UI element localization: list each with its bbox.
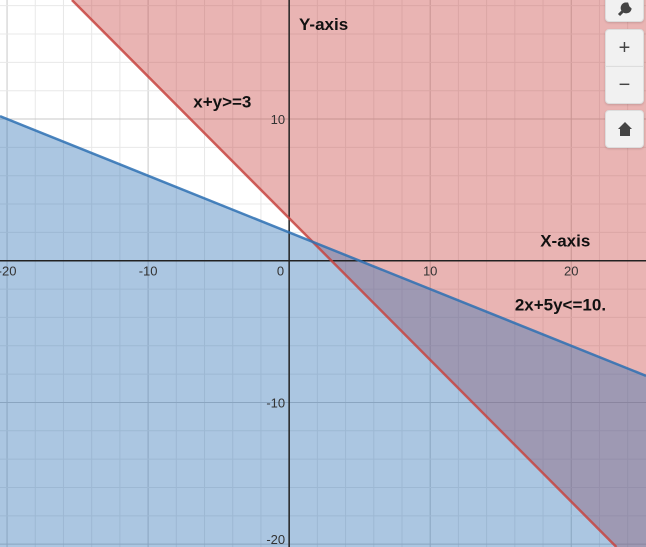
boundary-line-1 [0, 115, 646, 377]
home-button[interactable] [605, 110, 644, 148]
x-tick-label: 10 [423, 264, 437, 279]
x-tick-label: 20 [564, 264, 578, 279]
plus-icon: + [618, 37, 631, 59]
x-tick-label: -10 [139, 264, 158, 279]
region-1 [0, 116, 646, 547]
zoom-out-button[interactable]: − [605, 66, 644, 104]
annotation-label: x+y>=3 [193, 93, 251, 112]
boundary-line-0 [71, 0, 618, 547]
annotation-label: X-axis [540, 232, 590, 251]
settings-button[interactable] [605, 0, 644, 22]
x-tick-label: 0 [277, 264, 284, 279]
annotation-label: Y-axis [299, 15, 348, 34]
x-tick-label: -20 [0, 264, 16, 279]
zoom-in-button[interactable]: + [605, 29, 644, 67]
y-tick-label: -20 [266, 532, 285, 547]
y-tick-label: -10 [266, 395, 285, 410]
wrench-icon [617, 2, 632, 17]
minus-icon: − [618, 74, 631, 96]
home-icon [617, 122, 632, 136]
y-tick-label: 10 [271, 112, 285, 127]
region-0 [71, 0, 646, 547]
annotation-label: 2x+5y<=10. [515, 295, 606, 314]
